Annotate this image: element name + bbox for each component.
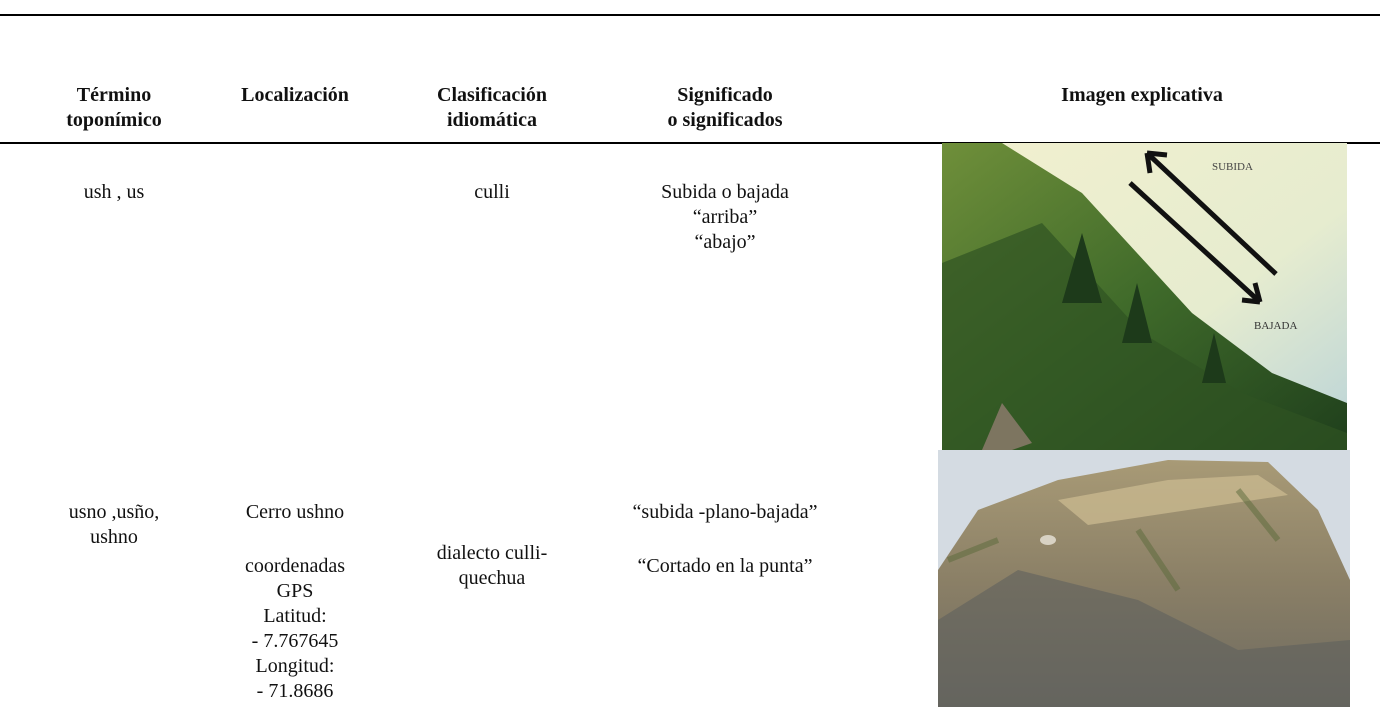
header-text: toponímico — [66, 109, 162, 131]
cell-text: usno ,usño, — [68, 501, 160, 523]
cell-text: ush , us — [83, 181, 145, 203]
header-rule — [0, 142, 1380, 144]
cell-text: “arriba” — [692, 206, 758, 228]
header-text: idiomática — [447, 109, 537, 131]
cell-text: Cerro ushno — [245, 501, 345, 523]
header-text: Clasificación — [437, 84, 547, 106]
header-text: Imagen explicativa — [1061, 84, 1223, 106]
image-label: BAJADA — [1254, 320, 1297, 332]
cell-text: “abajo” — [694, 231, 756, 253]
cell-text: GPS — [276, 580, 314, 602]
top-rule — [0, 14, 1380, 16]
cell-text: ushno — [90, 526, 138, 548]
cell-text: “subida -plano-bajada” — [632, 501, 818, 523]
header-text: Significado — [677, 84, 773, 106]
cell-text: dialecto culli- — [436, 542, 548, 564]
header-text: o significados — [667, 109, 783, 131]
image-hill — [938, 450, 1350, 707]
cell-text: - 7.767645 — [251, 630, 339, 652]
cell-text: Longitud: — [255, 655, 335, 677]
cell-text: Latitud: — [263, 605, 327, 627]
image-label: SUBIDA — [1212, 161, 1253, 173]
cell-text: culli — [474, 181, 510, 203]
cell-text: - 71.8686 — [256, 680, 334, 702]
cell-text: “Cortado en la punta” — [637, 555, 813, 577]
header-text: Término — [76, 84, 152, 106]
cell-text: quechua — [458, 567, 526, 589]
header-text: Localización — [241, 84, 349, 106]
image-slope: SUBIDA BAJADA — [942, 143, 1347, 450]
cell-text: coordenadas — [245, 555, 345, 577]
cell-text: Subida o bajada — [661, 181, 789, 203]
